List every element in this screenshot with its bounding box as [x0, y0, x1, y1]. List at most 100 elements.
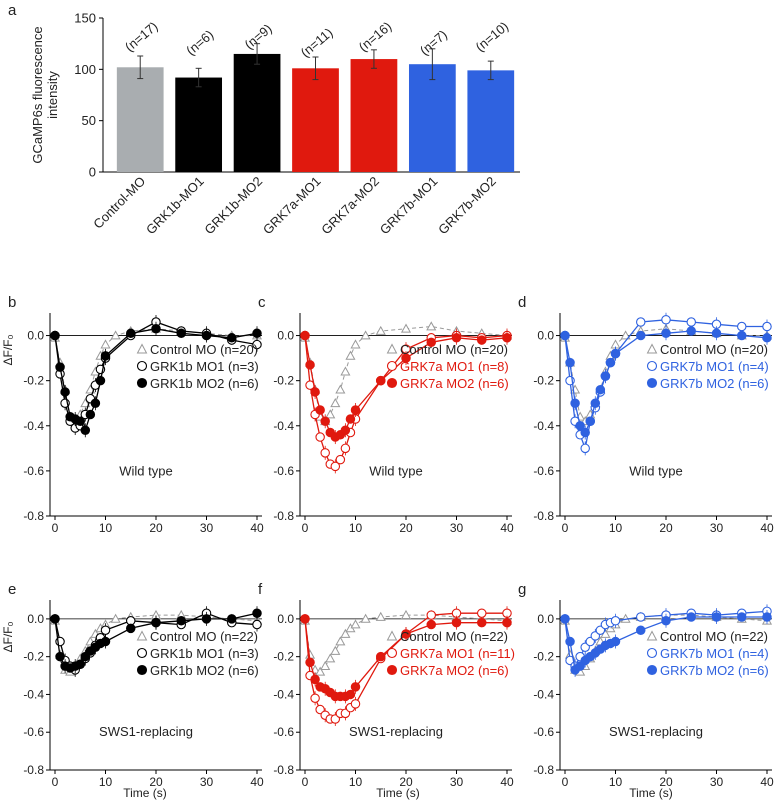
xtick-label-f-2: 20 — [399, 775, 413, 789]
point-c-1-7 — [335, 454, 346, 465]
point-f-2-16 — [502, 617, 512, 628]
legend-label-b-0: Control MO (n=20) — [150, 342, 258, 357]
ytick-label-e-3: -0.6 — [23, 725, 44, 739]
point-d-2-10 — [610, 348, 621, 359]
point-b-0-6 — [80, 397, 91, 408]
legend-label-e-0: Control MO (n=22) — [150, 629, 258, 644]
ytick-label-g-0: 0.0 — [537, 612, 554, 626]
point-b-2-8 — [90, 398, 101, 408]
xlabel-col2: Time (s) — [376, 786, 420, 800]
n-label-a-3: (n=11) — [298, 25, 336, 60]
legend-marker-d-0 — [646, 343, 658, 354]
ytick-label-a-1: 50 — [82, 113, 96, 128]
point-c-1-6 — [330, 461, 341, 472]
ylabel-a-line-1: GCaMP6s fluorescence — [30, 26, 45, 163]
xtick-label-f-1: 10 — [349, 775, 363, 789]
ytick-label-a-0: 0 — [89, 165, 96, 180]
point-d-0-2 — [570, 384, 581, 394]
point-f-2-12 — [401, 629, 411, 639]
xtick-label-c-2: 20 — [399, 521, 413, 535]
xtick-label-d-0: 0 — [562, 521, 569, 535]
bar-a-4 — [350, 59, 398, 172]
point-c-2-0 — [300, 330, 310, 341]
n-label-a-4: (n=16) — [356, 19, 395, 55]
point-b-0-10 — [100, 339, 111, 349]
point-b-0-11 — [110, 330, 121, 340]
point-g-1-11 — [635, 612, 646, 622]
legend-label-c-1: GRK7a MO1 (n=8) — [400, 359, 509, 374]
point-b-1-16 — [252, 339, 262, 350]
bar-a-5 — [408, 64, 456, 172]
ytick-label-b-2: -0.4 — [23, 419, 44, 433]
xtick-label-e-2: 20 — [149, 775, 163, 789]
point-d-1-12 — [661, 315, 671, 325]
point-c-2-15 — [476, 335, 487, 345]
legend-label-g-1: GRK7b MO1 (n=4) — [660, 646, 769, 661]
point-d-2-1 — [565, 357, 575, 368]
point-c-2-12 — [401, 353, 411, 363]
series-line-c-0 — [304, 325, 508, 423]
xtick-label-c-1: 10 — [349, 521, 363, 535]
point-d-2-12 — [661, 328, 671, 339]
ytick-label-b-0: 0.0 — [27, 329, 44, 343]
point-f-0-5 — [325, 653, 336, 663]
legend-label-b-1: GRK1b MO1 (n=3) — [150, 359, 259, 374]
point-f-2-15 — [476, 617, 487, 628]
condition-label-f: SWS1-replacing — [349, 724, 443, 739]
point-e-1-10 — [100, 625, 111, 635]
point-e-2-10 — [100, 636, 111, 647]
point-b-2-13 — [176, 328, 187, 339]
xtick-label-c-0: 0 — [302, 521, 309, 535]
point-b-2-9 — [95, 375, 106, 386]
point-b-0-7 — [85, 384, 96, 394]
n-label-a-1: (n=6) — [183, 27, 216, 58]
point-e-2-1 — [55, 651, 65, 662]
ytick-label-b-1: -0.2 — [23, 374, 44, 388]
point-b-2-14 — [201, 330, 212, 341]
point-d-2-11 — [635, 330, 646, 341]
xtick-label-g-3: 30 — [710, 775, 724, 789]
point-c-0-6 — [330, 397, 341, 408]
legend-label-f-1: GRK7a MO1 (n=11) — [400, 646, 515, 661]
trace-panel-b: b 0.0 -0.2 -0.4 -0.6 -0.8 0 10 20 30 40 Control MO … — [8, 294, 264, 535]
ytick-label-f-3: -0.6 — [273, 725, 294, 739]
point-d-2-5 — [585, 416, 595, 427]
legend-marker-e-1 — [136, 647, 148, 659]
bar-a-1 — [175, 77, 223, 172]
point-g-1-10 — [610, 616, 621, 626]
point-d-1-13 — [686, 317, 696, 327]
point-c-0-12 — [375, 325, 386, 335]
point-c-2-11 — [375, 375, 386, 386]
bar-a-0 — [116, 67, 164, 172]
point-b-2-6 — [80, 425, 91, 436]
n-label-a-5: (n=7) — [417, 27, 450, 58]
xtick-label-g-1: 10 — [609, 775, 623, 789]
point-c-0-8 — [340, 366, 351, 376]
ytick-label-c-1: -0.2 — [273, 374, 294, 388]
xtick-label-b-4: 40 — [250, 521, 264, 535]
ytick-label-g-4: -0.8 — [533, 763, 554, 777]
ytick-label-f-2: -0.4 — [273, 687, 294, 701]
legend-marker-e-0 — [136, 630, 148, 641]
point-f-1-2 — [310, 693, 320, 703]
point-f-1-15 — [476, 608, 487, 618]
panel-letter-c: c — [258, 294, 266, 311]
point-d-2-9 — [605, 357, 616, 368]
point-d-2-2 — [570, 398, 580, 408]
ytick-label-d-4: -0.8 — [533, 509, 554, 523]
panel-letter-b: b — [8, 294, 16, 311]
ytick-label-c-0: 0.0 — [277, 329, 294, 343]
condition-label-e: SWS1-replacing — [99, 724, 193, 739]
point-f-0-3 — [315, 666, 326, 676]
point-d-1-16 — [762, 321, 772, 332]
point-c-2-8 — [340, 425, 351, 436]
legend-marker-b-0 — [136, 343, 148, 354]
panel-letter-f: f — [258, 581, 263, 598]
xtick-label-c-3: 30 — [450, 521, 464, 535]
point-b-2-7 — [85, 409, 96, 420]
point-c-1-3 — [315, 432, 325, 442]
condition-label-d: Wild type — [629, 463, 682, 478]
legend-marker-g-2 — [646, 664, 658, 676]
point-f-0-12 — [375, 611, 386, 621]
xtick-label-g-2: 20 — [659, 775, 673, 789]
